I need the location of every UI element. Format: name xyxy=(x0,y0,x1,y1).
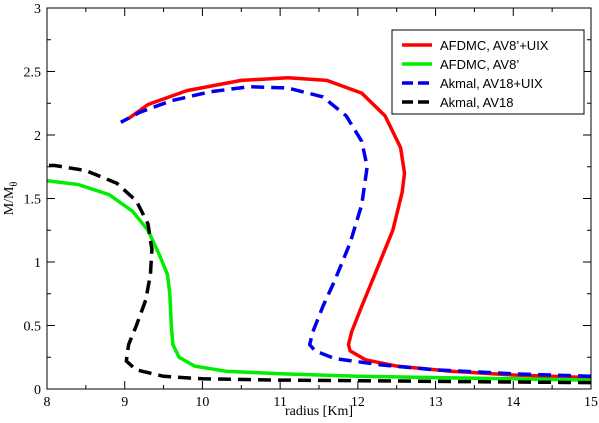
legend-label: AFDMC, AV8’+UIX xyxy=(440,38,549,53)
series-lines xyxy=(47,76,591,385)
x-tick-label: 11 xyxy=(273,395,286,410)
y-tick-label: 1 xyxy=(34,256,41,271)
axis-ticks xyxy=(46,7,592,390)
legend-label: Akmal, AV18 xyxy=(440,95,513,110)
y-tick-label: 3 xyxy=(34,2,41,17)
plot-frame xyxy=(46,7,592,390)
plot-content xyxy=(47,76,591,385)
x-tick-label: 14 xyxy=(506,395,520,410)
series-line-1 xyxy=(127,76,591,380)
y-tick-label: 0.5 xyxy=(24,320,42,335)
series-line-3 xyxy=(119,84,591,379)
series-line-4 xyxy=(47,163,591,385)
x-tick-label: 8 xyxy=(44,395,51,410)
x-axis-label: radius [Km] xyxy=(285,404,353,419)
y-axis-label: M/Mθ xyxy=(2,182,20,216)
y-tick-label: 1.5 xyxy=(24,193,42,208)
x-tick-label: 12 xyxy=(351,395,365,410)
tick-labels: 8 9 10 11 12 13 14 15 0 0.5 1 1.5 2 2.5 3 xyxy=(24,2,599,410)
series-line-2 xyxy=(47,178,591,382)
y-tick-label: 2.5 xyxy=(24,66,42,81)
x-tick-label: 10 xyxy=(195,395,209,410)
legend-label: AFDMC, AV8’ xyxy=(440,57,519,72)
x-tick-label: 13 xyxy=(429,395,443,410)
x-tick-label: 9 xyxy=(121,395,128,410)
y-tick-label: 0 xyxy=(34,383,41,398)
legend-label: Akmal, AV18+UIX xyxy=(440,76,543,91)
x-tick-label: 15 xyxy=(584,395,598,410)
y-tick-label: 2 xyxy=(34,129,41,144)
y-axis-label-subscript: θ xyxy=(9,182,20,187)
legend: AFDMC, AV8’+UIX AFDMC, AV8’ Akmal, AV18+UI… xyxy=(391,29,585,115)
y-axis-label-main: M/M xyxy=(2,186,17,215)
